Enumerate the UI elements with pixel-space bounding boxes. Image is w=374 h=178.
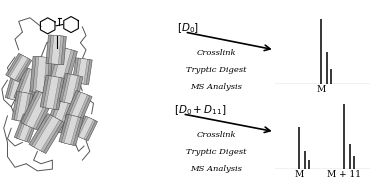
- Text: MS Analysis: MS Analysis: [190, 165, 242, 173]
- Text: MS Analysis: MS Analysis: [190, 83, 242, 91]
- Polygon shape: [14, 67, 42, 103]
- Polygon shape: [9, 78, 21, 100]
- Polygon shape: [59, 73, 83, 105]
- Polygon shape: [72, 58, 92, 85]
- Polygon shape: [59, 114, 83, 146]
- Polygon shape: [29, 113, 65, 154]
- Polygon shape: [7, 77, 23, 101]
- Polygon shape: [5, 77, 25, 101]
- Polygon shape: [46, 98, 74, 134]
- Polygon shape: [31, 115, 62, 152]
- Polygon shape: [23, 91, 52, 129]
- Polygon shape: [10, 55, 28, 80]
- Polygon shape: [43, 76, 62, 109]
- Polygon shape: [19, 69, 37, 102]
- Polygon shape: [46, 76, 59, 109]
- Text: Tryptic Digest: Tryptic Digest: [186, 66, 246, 74]
- Polygon shape: [16, 115, 36, 142]
- Polygon shape: [74, 116, 98, 141]
- Text: Crosslink: Crosslink: [196, 49, 236, 57]
- Polygon shape: [49, 35, 64, 65]
- Polygon shape: [16, 68, 40, 103]
- Polygon shape: [64, 115, 78, 145]
- Polygon shape: [79, 117, 94, 139]
- Text: Tryptic Digest: Tryptic Digest: [186, 148, 246, 156]
- Polygon shape: [7, 54, 30, 81]
- Polygon shape: [16, 92, 28, 121]
- Polygon shape: [65, 91, 92, 123]
- Polygon shape: [40, 75, 64, 110]
- Polygon shape: [51, 99, 68, 132]
- Polygon shape: [52, 48, 71, 88]
- Polygon shape: [33, 56, 49, 93]
- Polygon shape: [61, 115, 81, 145]
- Polygon shape: [46, 46, 77, 89]
- Polygon shape: [49, 47, 74, 88]
- Polygon shape: [19, 115, 34, 141]
- Polygon shape: [34, 116, 59, 151]
- Polygon shape: [14, 92, 31, 122]
- Polygon shape: [67, 91, 90, 122]
- Polygon shape: [77, 58, 88, 84]
- Text: $[D_0 + D_{11}]$: $[D_0 + D_{11}]$: [174, 103, 227, 117]
- Polygon shape: [6, 53, 32, 82]
- Polygon shape: [12, 91, 33, 122]
- Polygon shape: [30, 56, 52, 93]
- Polygon shape: [70, 92, 88, 121]
- Polygon shape: [64, 74, 78, 104]
- Polygon shape: [48, 99, 71, 133]
- Text: $[D_0]$: $[D_0]$: [177, 22, 199, 35]
- Polygon shape: [77, 116, 95, 140]
- Polygon shape: [26, 93, 49, 128]
- Polygon shape: [46, 35, 66, 65]
- Polygon shape: [14, 114, 38, 142]
- Polygon shape: [51, 35, 61, 64]
- Polygon shape: [21, 90, 54, 130]
- Text: Crosslink: Crosslink: [196, 131, 236, 139]
- Polygon shape: [62, 74, 80, 104]
- Polygon shape: [75, 58, 90, 84]
- Polygon shape: [36, 57, 47, 93]
